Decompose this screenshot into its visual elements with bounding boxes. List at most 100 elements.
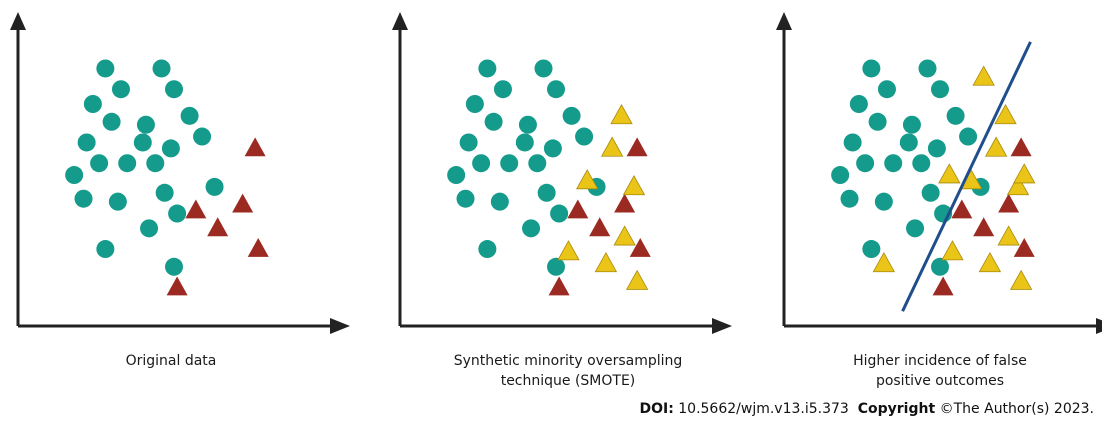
majority-class-point	[831, 166, 850, 185]
majority-class-point	[862, 59, 881, 78]
minority-class-point	[166, 276, 188, 296]
majority-class-point	[133, 133, 152, 152]
majority-class-point	[931, 257, 949, 276]
panel-2	[392, 12, 732, 334]
majority-class-point	[447, 166, 466, 185]
majority-class-point	[161, 139, 180, 158]
panel-1-caption: Original data	[66, 351, 276, 371]
majority-class-point	[478, 240, 497, 259]
minority-class-point	[567, 199, 589, 219]
majority-class-point	[547, 257, 565, 276]
majority-class-point	[918, 59, 937, 78]
panel-3-caption-line-2: positive outcomes	[875, 373, 1005, 389]
minority-class-point	[185, 199, 207, 219]
majority-class-point	[96, 240, 115, 259]
majority-class-point	[193, 127, 212, 146]
synthetic-minority-point	[1013, 163, 1036, 184]
panel-2-caption-line-2: technique (SMOTE)	[500, 373, 636, 389]
majority-class-point	[472, 154, 491, 173]
majority-class-point	[465, 95, 484, 113]
y-axis-arrow-icon	[10, 12, 26, 30]
minority-class-point	[207, 217, 229, 237]
majority-class-point	[205, 177, 224, 196]
majority-class-point	[528, 154, 547, 173]
majority-class-point	[168, 204, 187, 223]
majority-class-point	[180, 106, 199, 125]
synthetic-minority-point	[622, 175, 646, 196]
panel-3-caption-line-1: Higher incidence of false	[853, 353, 1027, 369]
majority-class-point	[906, 219, 925, 238]
x-axis-arrow-icon	[330, 318, 350, 334]
majority-class-point	[146, 154, 165, 173]
majority-class-point	[921, 183, 940, 202]
minority-class-point	[614, 193, 636, 213]
majority-class-point	[83, 95, 102, 113]
synthetic-minority-point	[984, 136, 1008, 157]
majority-class-point	[140, 219, 159, 238]
majority-class-point	[862, 240, 881, 259]
copyright-label: Copyright	[857, 401, 936, 417]
panel-3	[776, 12, 1102, 334]
majority-class-point	[165, 257, 183, 276]
majority-class-point	[931, 80, 949, 99]
majority-class-point	[547, 80, 565, 99]
doi-label: DOI:	[639, 401, 674, 417]
minority-class-point	[589, 217, 611, 237]
majority-class-point	[490, 192, 509, 211]
minority-class-point	[629, 238, 651, 257]
y-axis-arrow-icon	[392, 12, 408, 30]
majority-class-point	[77, 133, 96, 152]
minority-class-point	[932, 276, 954, 296]
synthetic-minority-point	[576, 169, 599, 190]
minority-class-point	[1013, 238, 1035, 257]
majority-class-point	[155, 183, 174, 202]
synthetic-minority-point	[610, 103, 633, 125]
majority-class-point	[856, 154, 875, 173]
synthetic-minority-point	[872, 251, 896, 273]
majority-class-point	[478, 59, 497, 78]
y-axis-arrow-icon	[776, 12, 792, 30]
majority-class-point	[849, 95, 868, 113]
minority-class-point	[951, 199, 973, 219]
majority-class-point	[912, 154, 931, 173]
panel-3-caption: Higher incidence of false positive outco…	[800, 351, 1080, 391]
x-axis-arrow-icon	[1096, 318, 1102, 334]
majority-class-point	[522, 219, 541, 238]
majority-class-point	[537, 183, 556, 202]
majority-class-point	[459, 133, 478, 152]
panel-1-caption-line-1: Original data	[125, 353, 217, 369]
synthetic-minority-point	[941, 240, 964, 261]
synthetic-minority-point	[972, 65, 995, 86]
majority-class-point	[518, 115, 537, 134]
majority-class-point	[840, 189, 859, 208]
synthetic-minority-point	[625, 269, 649, 290]
minority-class-point	[247, 238, 269, 257]
majority-class-point	[90, 154, 109, 173]
minority-class-point	[998, 193, 1020, 213]
minority-class-point	[244, 137, 266, 157]
doi-value: 10.5662/wjm.v13.i5.373	[673, 401, 849, 417]
majority-class-point	[484, 112, 503, 131]
minority-class-point	[548, 276, 570, 296]
citation-footer: DOI: 10.5662/wjm.v13.i5.373 Copyright ©T…	[639, 400, 1094, 418]
majority-class-point	[96, 59, 115, 78]
majority-class-point	[534, 59, 553, 78]
majority-class-point	[102, 112, 121, 131]
majority-class-point	[902, 115, 921, 134]
scatter-panels	[10, 12, 1102, 334]
minority-class-point	[973, 217, 995, 237]
majority-class-point	[959, 127, 978, 146]
majority-class-point	[515, 133, 534, 152]
majority-class-point	[877, 80, 896, 99]
majority-class-point	[874, 192, 893, 211]
synthetic-minority-point	[938, 163, 961, 184]
copyright-value: ©The Author(s) 2023.	[935, 401, 1094, 417]
majority-class-point	[868, 112, 887, 131]
majority-class-point	[493, 80, 512, 99]
synthetic-minority-point	[1009, 269, 1033, 290]
majority-class-point	[111, 80, 130, 99]
majority-class-point	[152, 59, 171, 78]
majority-class-point	[500, 154, 519, 173]
majority-class-point	[65, 166, 84, 185]
